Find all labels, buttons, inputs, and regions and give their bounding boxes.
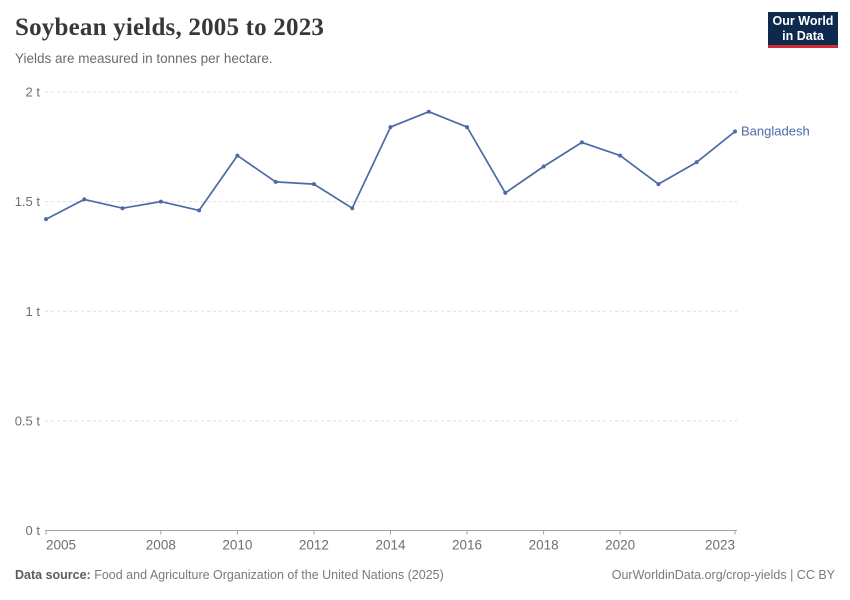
series-points xyxy=(44,109,737,222)
data-point xyxy=(120,206,125,211)
data-point xyxy=(273,179,278,184)
data-point xyxy=(197,208,202,213)
x-tick-label: 2016 xyxy=(452,538,482,553)
data-point xyxy=(503,190,508,195)
x-tick-label: 2014 xyxy=(375,538,406,553)
x-axis: 2005 2008 2010 2012 2014 2016 2018 2020 2023 xyxy=(45,530,737,553)
owid-logo-line1: Our World xyxy=(772,13,834,28)
owid-logo: Our World in Data xyxy=(768,12,838,48)
x-tick-label: 2023 xyxy=(705,538,735,553)
data-point xyxy=(541,164,546,169)
x-tick-label: 2008 xyxy=(146,538,176,553)
data-source-label: Data source: xyxy=(15,568,91,582)
x-tick-label: 2018 xyxy=(529,538,559,553)
data-point xyxy=(82,197,87,202)
footer-license-link[interactable]: CC BY xyxy=(796,568,835,582)
entity-label[interactable]: Bangladesh xyxy=(741,123,810,138)
data-source-text: Food and Agriculture Organization of the… xyxy=(94,568,444,582)
y-tick-label: 1.5 t xyxy=(15,194,41,209)
data-point xyxy=(579,140,584,145)
data-point xyxy=(235,153,240,158)
footer-url-link[interactable]: OurWorldinData.org/crop-yields xyxy=(611,568,787,582)
owid-logo-line2: in Data xyxy=(782,28,824,43)
data-point xyxy=(426,109,431,114)
x-tick-label: 2010 xyxy=(222,538,252,553)
data-source: Data source: Food and Agriculture Organi… xyxy=(15,568,444,582)
data-point xyxy=(465,125,470,130)
data-point xyxy=(388,125,393,130)
data-point xyxy=(656,182,661,187)
chart-subtitle: Yields are measured in tonnes per hectar… xyxy=(15,51,273,66)
x-tick-label: 2005 xyxy=(46,538,76,553)
data-point xyxy=(350,206,355,211)
footer-links: OurWorldinData.org/crop-yields | CC BY xyxy=(612,568,835,582)
x-tick-label: 2012 xyxy=(299,538,329,553)
x-tick-label: 2020 xyxy=(605,538,635,553)
y-tick-label: 1 t xyxy=(26,304,41,319)
chart-footer: Data source: Food and Agriculture Organi… xyxy=(15,568,835,582)
y-tick-label: 2 t xyxy=(26,85,41,100)
y-gridlines: 0 t 0.5 t 1 t 1.5 t 2 t xyxy=(15,85,737,538)
chart-title: Soybean yields, 2005 to 2023 xyxy=(15,14,325,41)
data-point xyxy=(694,160,699,165)
y-tick-label: 0.5 t xyxy=(15,413,41,428)
footer-separator: | xyxy=(786,568,797,582)
y-tick-label: 0 t xyxy=(26,523,41,538)
data-point xyxy=(618,153,623,158)
data-point xyxy=(311,182,316,187)
data-point xyxy=(733,129,737,134)
data-point xyxy=(44,217,48,222)
data-point xyxy=(158,199,163,204)
